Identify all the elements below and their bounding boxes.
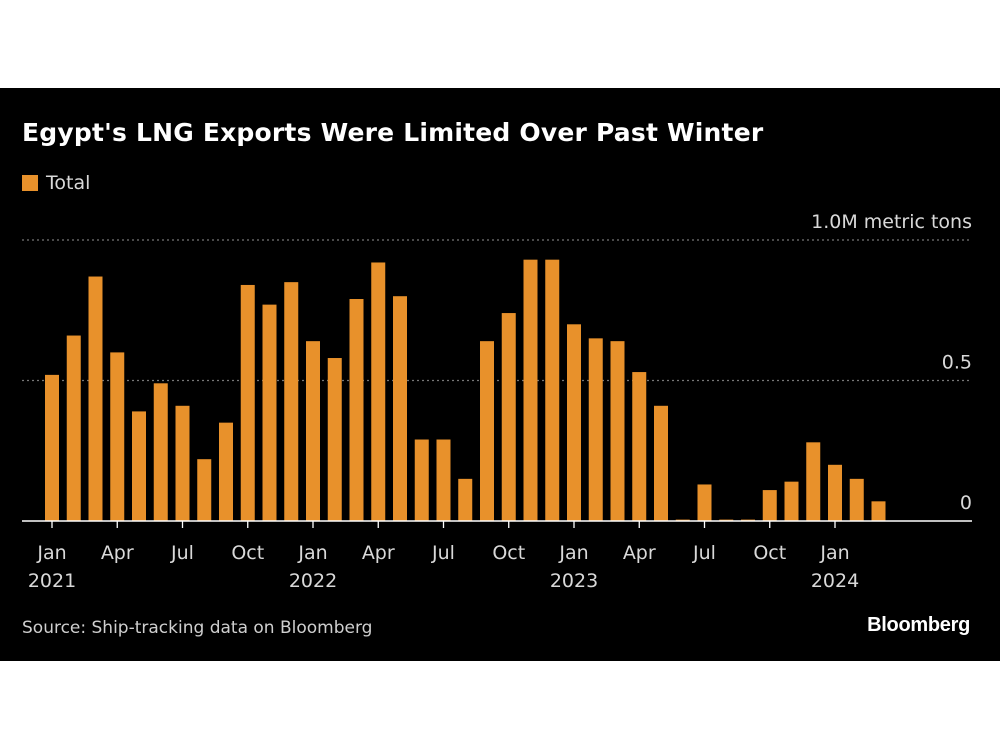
x-tick-label: Oct: [753, 542, 786, 564]
bar: [66, 335, 81, 521]
bar: [501, 313, 516, 521]
bar: [806, 442, 821, 521]
y-tick-label: 0.5: [942, 352, 972, 374]
legend-label: Total: [46, 172, 91, 194]
x-tick-label: Jul: [692, 542, 716, 564]
bar: [523, 259, 538, 521]
bar-chart: 0 0.5 1.0M metric tons Jan 2021 Apr Jul Oct Jan 2…: [22, 211, 972, 592]
bar: [45, 374, 59, 521]
bar: [262, 304, 277, 521]
bar: [762, 490, 777, 521]
bar: [458, 478, 473, 521]
x-tick-label: Apr: [623, 542, 656, 564]
x-tick-label: Jul: [170, 542, 194, 564]
bar: [784, 481, 799, 521]
bar: [175, 405, 190, 521]
bloomberg-logo: Bloomberg: [867, 614, 970, 636]
bar: [371, 262, 386, 521]
x-year-label: 2023: [550, 570, 598, 592]
x-tick-label: Apr: [101, 542, 134, 564]
bar: [240, 284, 255, 521]
bar: [545, 259, 560, 521]
bar: [436, 439, 451, 521]
y-tick-label: 1.0M metric tons: [811, 211, 972, 233]
bar: [632, 372, 647, 521]
chart-legend: Total: [22, 172, 90, 194]
bar: [88, 276, 103, 521]
x-tick-label: Jan: [558, 542, 588, 564]
x-tick-label: Jul: [431, 542, 455, 564]
bar: [414, 439, 429, 521]
x-tick-label: Oct: [492, 542, 525, 564]
chart-panel: Egypt's LNG Exports Were Limited Over Pa…: [0, 88, 1000, 661]
y-tick-label: 0: [960, 492, 972, 514]
bar: [654, 405, 668, 521]
bar: [480, 341, 494, 521]
bar: [327, 358, 342, 521]
x-year-label: 2022: [289, 570, 337, 592]
legend-swatch: [22, 175, 38, 191]
x-tick-label: Jan: [36, 542, 66, 564]
bar: [153, 383, 168, 521]
x-tick-label: Oct: [231, 542, 264, 564]
bar: [110, 352, 125, 521]
bar: [284, 282, 299, 521]
x-tick-label: Jan: [297, 542, 327, 564]
x-year-label: 2024: [811, 570, 859, 592]
chart-title: Egypt's LNG Exports Were Limited Over Pa…: [22, 118, 764, 147]
bar: [588, 338, 603, 521]
bar: [828, 464, 842, 521]
bar: [871, 501, 886, 521]
bar: [567, 324, 581, 521]
x-tick-label: Apr: [362, 542, 395, 564]
bar: [697, 484, 712, 521]
x-tick-label: Jan: [819, 542, 849, 564]
bar: [610, 341, 625, 521]
bar: [132, 411, 146, 521]
bar: [197, 459, 212, 521]
bar: [306, 341, 320, 521]
bar: [219, 422, 233, 521]
source-note: Source: Ship-tracking data on Bloomberg: [22, 618, 373, 638]
bar: [349, 299, 364, 521]
bar: [393, 296, 407, 521]
x-year-label: 2021: [28, 570, 76, 592]
bar: [849, 478, 864, 521]
